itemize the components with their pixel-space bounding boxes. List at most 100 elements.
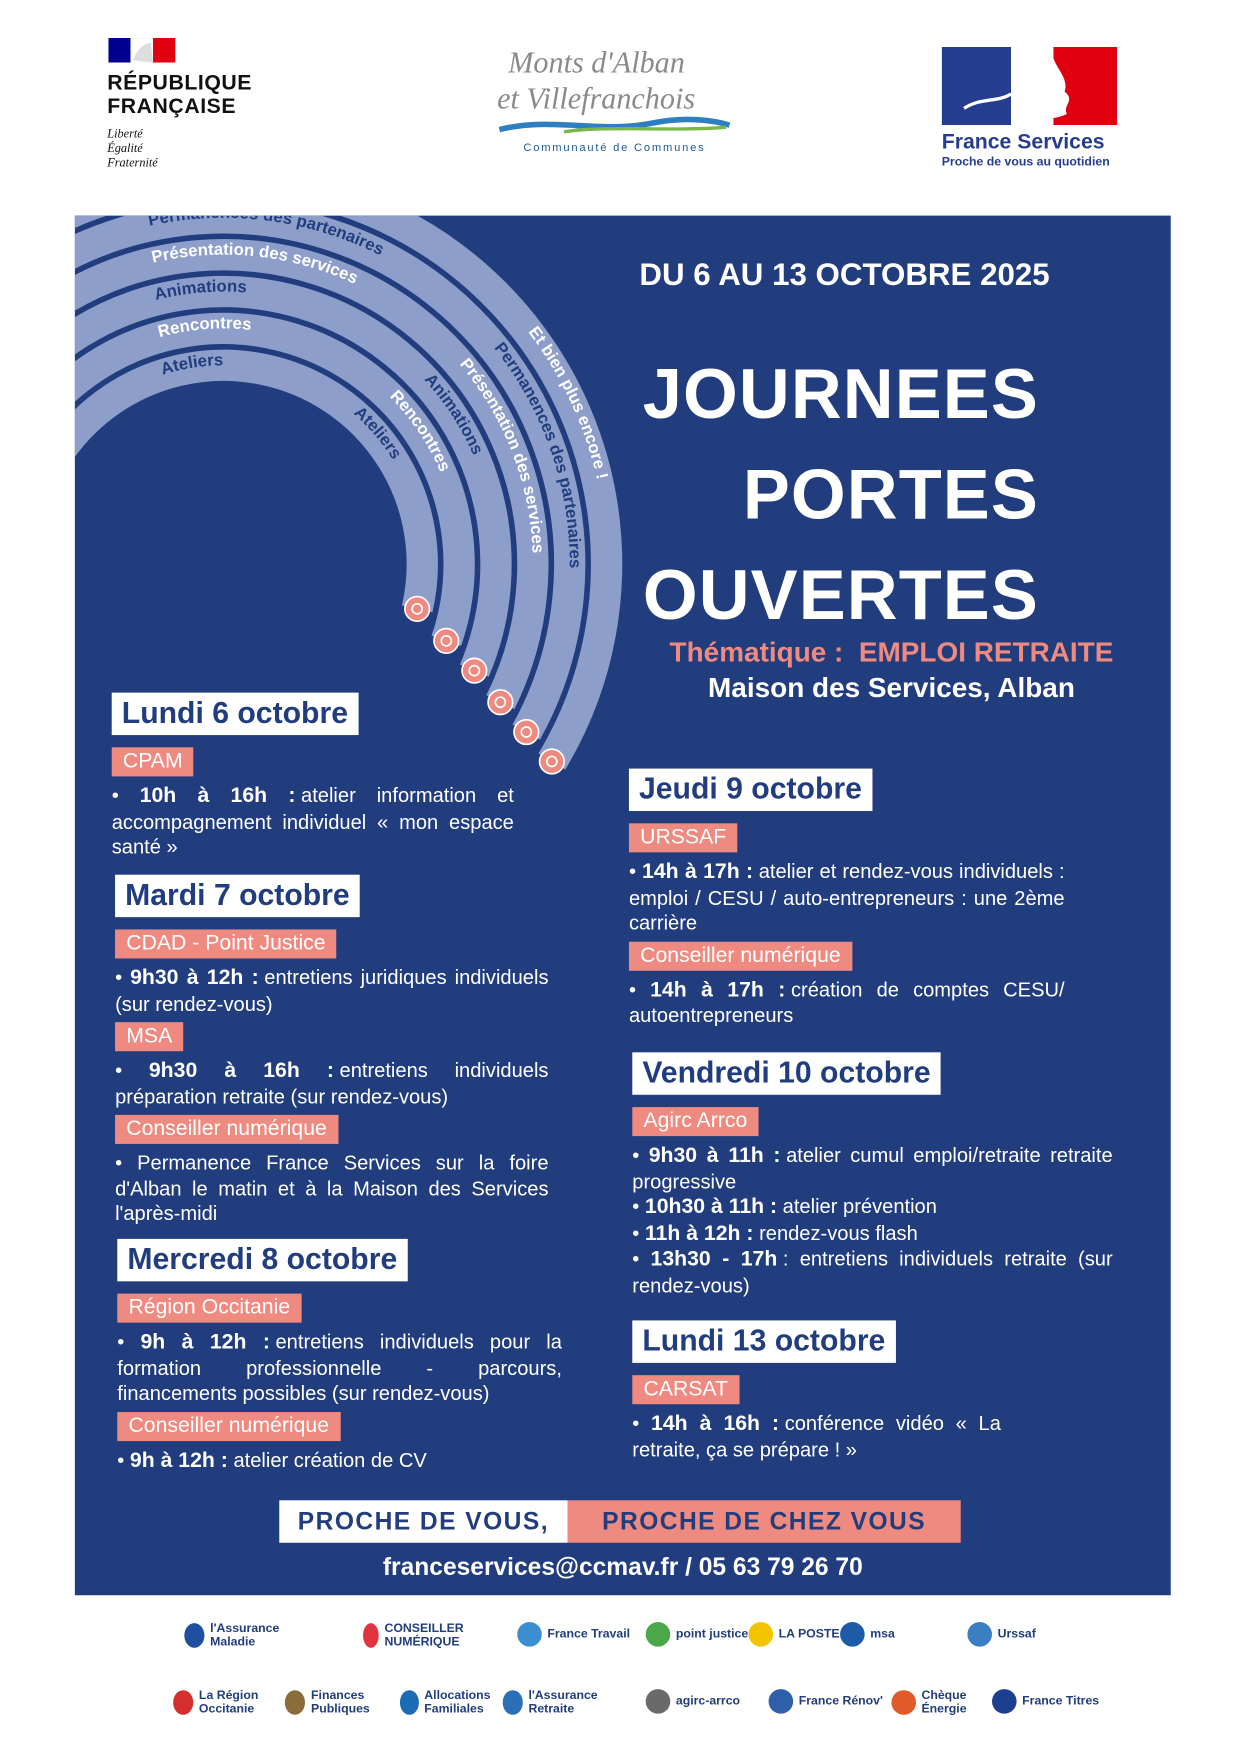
partner-name: LA POSTE bbox=[778, 1627, 840, 1642]
partner-icon bbox=[502, 1690, 523, 1715]
item-time: 13h30 - 17h bbox=[650, 1247, 778, 1272]
item-text: atelier cumul emploi/retraite retraite p… bbox=[632, 1143, 1113, 1193]
arc-icon-glyph bbox=[440, 635, 453, 647]
partner-name: point justice bbox=[675, 1627, 749, 1642]
session: Agirc Arrco 9h30 à 11h :atelier cumul emp… bbox=[632, 1107, 1113, 1298]
dates: DU 6 AU 13 OCTOBRE 2025 bbox=[639, 256, 1050, 292]
partner-icon bbox=[399, 1690, 419, 1715]
partner-name: La Région Occitanie bbox=[198, 1689, 259, 1716]
org-tag: CARSAT bbox=[632, 1375, 740, 1405]
title-line: OUVERTES bbox=[642, 556, 1039, 635]
rf-flag bbox=[108, 37, 176, 63]
item-text: atelier prévention bbox=[782, 1195, 937, 1218]
arc-icon bbox=[487, 689, 514, 716]
session: CPAM 10h à 16h :atelier information et ac… bbox=[111, 747, 514, 860]
session-item: 14h à 17h :création de comptes CESU/ aut… bbox=[629, 977, 1065, 1028]
arc-icon-glyph bbox=[494, 696, 507, 709]
day-block: Lundi 13 octobre CARSAT 14h à 16h :confére… bbox=[632, 1320, 1001, 1462]
day-heading: Vendredi 10 octobre bbox=[632, 1052, 941, 1095]
rf-line: FRANÇAISE bbox=[107, 94, 237, 119]
partner-logo: agirc-arrco bbox=[645, 1689, 740, 1714]
arc-ring bbox=[74, 275, 512, 677]
arc-decoration: AteliersAteliersAteliersRencontresRencon… bbox=[74, 215, 623, 775]
org-tag: Agirc Arrco bbox=[632, 1107, 759, 1137]
rf-name: RÉPUBLIQUE FRANÇAISE Liberté Égalité Fra… bbox=[107, 71, 252, 170]
day-block: Mercredi 8 octobre Région Occitanie 9h à 1… bbox=[117, 1238, 562, 1474]
theme: EMPLOI RETRAITE bbox=[858, 636, 1114, 669]
day-heading: Jeudi 9 octobre bbox=[628, 768, 872, 812]
partner-logo: Urssaf bbox=[967, 1622, 1036, 1647]
org-tag: Région Occitanie bbox=[117, 1293, 302, 1323]
arc-ring bbox=[74, 215, 623, 770]
session: Conseiller numérique 14h à 17h :création … bbox=[628, 941, 1065, 1028]
session-item: 10h à 16h :atelier information et accomp… bbox=[112, 783, 514, 860]
session-item: 9h30 à 16h :entretiens individuels prépa… bbox=[115, 1058, 548, 1109]
item-time: 9h30 à 11h : bbox=[648, 1143, 781, 1168]
partner-name: l'Assurance Maladie bbox=[210, 1622, 280, 1649]
item-time: 14h à 17h : bbox=[642, 860, 754, 884]
partner-logo: l'Assurance Maladie bbox=[184, 1622, 307, 1649]
partner-icon bbox=[840, 1622, 865, 1647]
org-tag: URSSAF bbox=[628, 823, 738, 853]
community-logo: Monts d'Alban et Villefranchois Communau… bbox=[497, 45, 732, 154]
day-heading: Mardi 7 octobre bbox=[115, 874, 360, 918]
session: MSA 9h30 à 16h :entretiens individuels pr… bbox=[115, 1022, 548, 1109]
slogan-left: PROCHE DE VOUS, bbox=[279, 1500, 568, 1543]
item-time: 14h à 16h : bbox=[651, 1412, 780, 1436]
item-time: 9h à 12h : bbox=[129, 1448, 228, 1472]
rf-motto: Égalité bbox=[107, 141, 143, 156]
item-time: 10h30 à 11h : bbox=[644, 1195, 778, 1219]
item-time: 10h à 16h : bbox=[139, 784, 296, 808]
fs-logo bbox=[941, 46, 1118, 126]
item-time: 11h à 12h : bbox=[644, 1221, 754, 1246]
partner-logo: France Titres bbox=[992, 1689, 1099, 1714]
partner-logo: Chèque Énergie bbox=[891, 1689, 1014, 1716]
item-text: entretiens individuels préparation retra… bbox=[115, 1059, 549, 1108]
partner-name: France Travail bbox=[547, 1627, 631, 1642]
session-item: 9h à 12h :entretiens individuels pour la… bbox=[117, 1329, 562, 1406]
partner-icon bbox=[967, 1622, 993, 1647]
day-heading: Lundi 13 octobre bbox=[632, 1320, 896, 1363]
rf-motto: Fraternité bbox=[107, 156, 158, 170]
partner-logo: Finances Publiques bbox=[284, 1689, 408, 1716]
org-tag: Conseiller numérique bbox=[117, 1411, 341, 1441]
arc-icon bbox=[513, 718, 540, 746]
arc-icon-glyph bbox=[411, 603, 424, 615]
fs-tagline: Proche de vous au quotidien bbox=[941, 155, 1110, 169]
item-text: rendez-vous flash bbox=[759, 1221, 918, 1244]
partner-logo: msa bbox=[840, 1622, 895, 1647]
contact: franceservices@ccmav.fr / 05 63 79 26 70 bbox=[382, 1552, 863, 1581]
item-text: entretiens individuels pour la formation… bbox=[117, 1330, 562, 1405]
partner-icon bbox=[645, 1689, 671, 1714]
partner-logo: CONSEILLER NUMÉRIQUE bbox=[363, 1622, 486, 1649]
arc-ring bbox=[74, 239, 549, 710]
partner-name: Chèque Énergie bbox=[921, 1689, 967, 1716]
session-item: 14h à 16h :conférence vidéo « La retrait… bbox=[632, 1411, 1001, 1462]
partner-name: l'Assurance Retraite bbox=[528, 1689, 598, 1716]
org-tag: CDAD - Point Justice bbox=[115, 929, 337, 959]
session: Conseiller numérique 9h à 12h :atelier cr… bbox=[117, 1411, 562, 1473]
day-heading: Mercredi 8 octobre bbox=[117, 1238, 408, 1282]
item-text: création de comptes CESU/ autoentreprene… bbox=[628, 978, 1065, 1027]
item-time: 9h30 à 12h : bbox=[130, 966, 259, 990]
org-tag: Conseiller numérique bbox=[115, 1114, 338, 1144]
arc-icon bbox=[461, 657, 488, 684]
community-name: Monts d'Alban bbox=[508, 45, 685, 80]
session: Région Occitanie 9h à 12h :entretiens ind… bbox=[117, 1293, 562, 1406]
partner-logo: point justice bbox=[645, 1622, 749, 1647]
partner-icon bbox=[645, 1622, 671, 1647]
title-line: JOURNEES bbox=[642, 355, 1039, 434]
partner-icon bbox=[363, 1623, 379, 1648]
session-item: Permanence France Services sur la foire … bbox=[115, 1151, 548, 1226]
session-item: 13h30 - 17h: entretiens individuels retr… bbox=[632, 1247, 1112, 1298]
item-text: atelier création de CV bbox=[233, 1448, 427, 1471]
theme-line: Thématique : EMPLOI RETRAITE bbox=[626, 637, 1158, 669]
session-item: 10h30 à 11h :atelier prévention bbox=[632, 1194, 1112, 1220]
partner-logo: France Travail bbox=[517, 1622, 630, 1647]
item-text: atelier information et accompagnement in… bbox=[111, 784, 514, 858]
session-item: 9h30 à 12h :entretiens juridiques indivi… bbox=[115, 965, 548, 1016]
org-tag: MSA bbox=[115, 1022, 184, 1052]
day-block: Jeudi 9 octobreURSSAF14h à 17h :atelier … bbox=[628, 768, 1065, 1029]
